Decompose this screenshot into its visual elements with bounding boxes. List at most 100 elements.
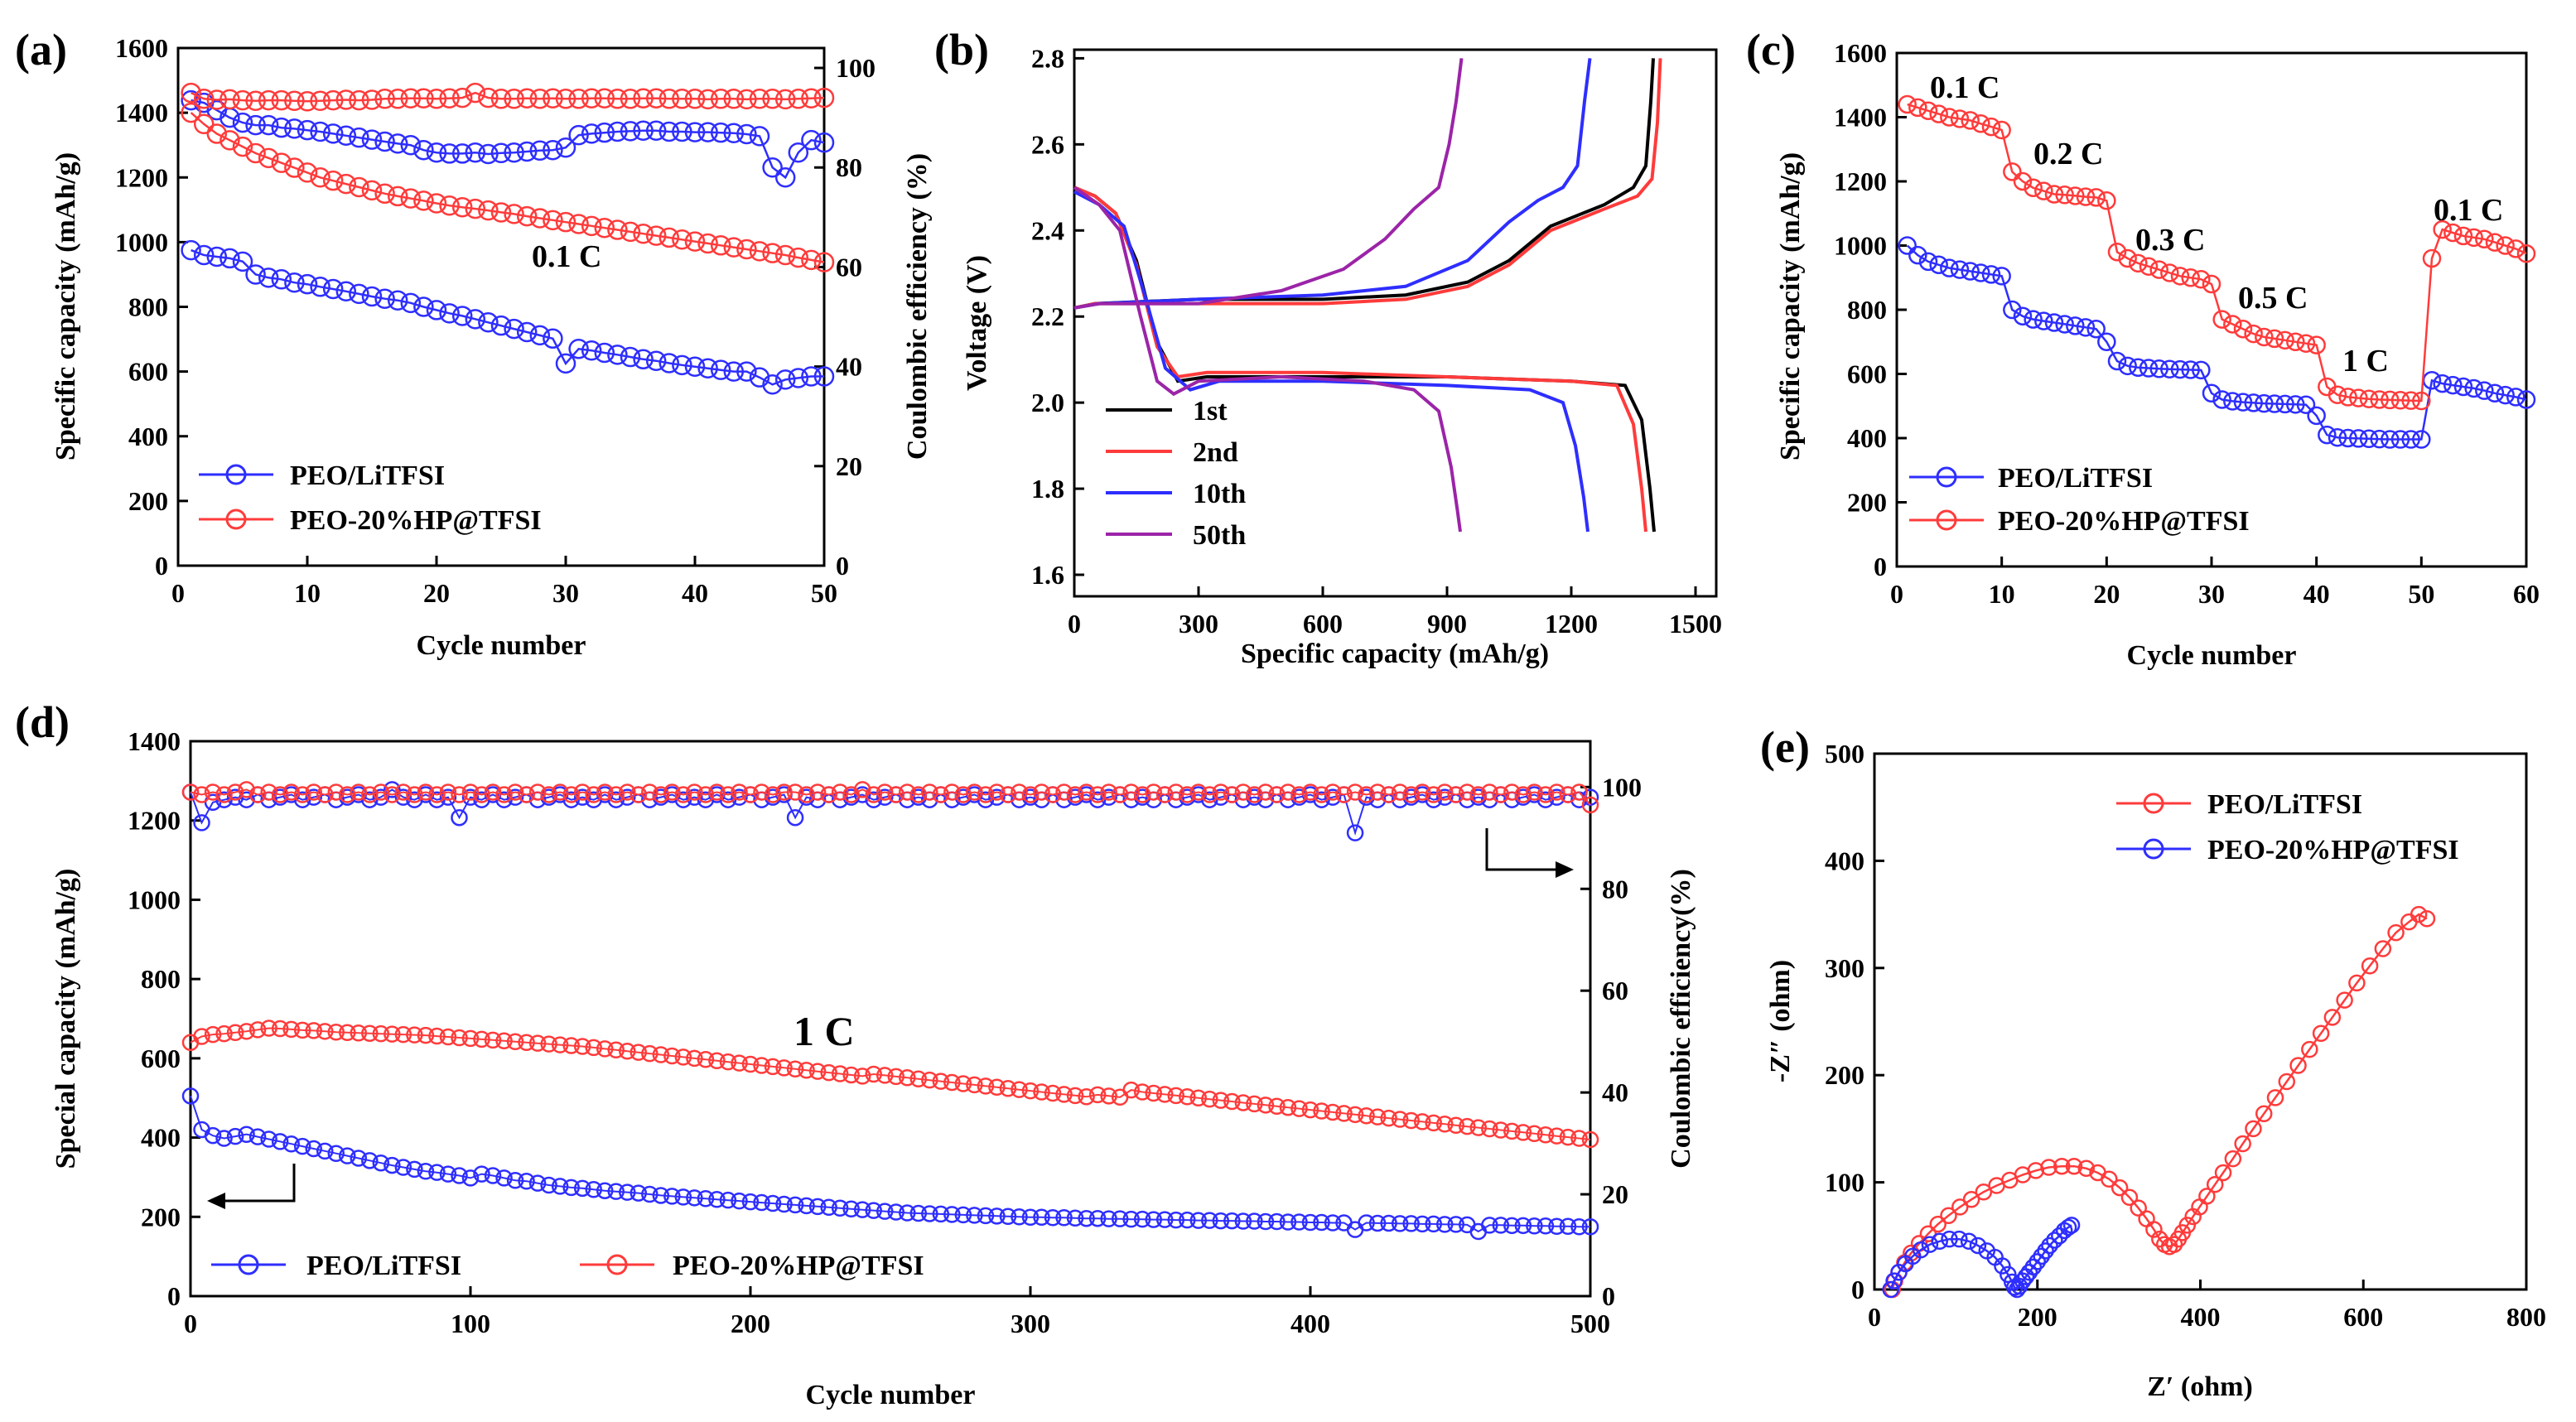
- panel-d-red-point: [1201, 1090, 1218, 1108]
- panel-d-red-point: [316, 1023, 334, 1040]
- panel-d-blue-point: [193, 814, 210, 832]
- y2-tick-label: 20: [836, 451, 862, 481]
- panel-c-red-point: [2381, 390, 2400, 410]
- panel-a-red-point: [335, 89, 357, 110]
- legend-marker-blue: [1936, 466, 1957, 488]
- panel-d-legend-item-2: PEO-20%HP@TFSI: [673, 1251, 924, 1281]
- panel-c-blue-point: [2223, 392, 2242, 411]
- y-tick-label: 800: [1847, 295, 1887, 325]
- panel-c-blue-point: [2485, 383, 2505, 402]
- panel-d-red-point: [719, 1053, 737, 1071]
- y-tick-label: 400: [1825, 846, 1864, 875]
- panel-e-legend: PEO/LiTFSI PEO-20%HP@TFSI: [2116, 789, 2459, 865]
- panel-d-blue-point: [406, 1160, 423, 1179]
- panel-d-red-point: [1301, 783, 1319, 801]
- panel-d-red-point: [1469, 1119, 1488, 1136]
- panel-d-red-point: [1044, 786, 1062, 803]
- y-tick-label: 1200: [115, 162, 168, 192]
- y-tick-label: 1200: [1834, 166, 1887, 196]
- panel-d-blue-point: [1313, 791, 1330, 808]
- panel-a-red-point: [736, 89, 757, 110]
- panel-d-legend-item-1: PEO/LiTFSI: [306, 1251, 461, 1281]
- panel-d-red-point: [248, 1021, 267, 1039]
- panel-a-red-point: [633, 223, 654, 244]
- panel-d-blue-point: [238, 1126, 255, 1143]
- panel-a-blue-point: [374, 288, 395, 309]
- panel-d-blue-point: [619, 1183, 636, 1201]
- panel-a-blue-point: [297, 119, 318, 141]
- panel-d-red-point: [1469, 786, 1488, 803]
- panel-b-frame: [1073, 48, 1718, 598]
- x-tick-label: 400: [2181, 1302, 2221, 1332]
- panel-d-red-point: [518, 1034, 535, 1051]
- panel-d-blue-point: [540, 1176, 557, 1194]
- panel-d-red-point: [1368, 783, 1387, 801]
- panel-d-red-point: [226, 783, 244, 801]
- panel-d-blue-point: [1234, 1212, 1252, 1230]
- panel-c-red-point: [1992, 120, 2011, 140]
- x-tick-label: 50: [2408, 579, 2434, 609]
- panel-a-red-point: [219, 89, 240, 110]
- panel-a-blue-point: [710, 359, 731, 380]
- panel-a-y2-title: Coulombic efficiency (%): [902, 153, 933, 460]
- panel-c-red-point: [2181, 268, 2200, 287]
- panel-a-red-point: [271, 89, 292, 111]
- x-tick-label: 400: [1290, 1309, 1330, 1338]
- panel-d-blue-point: [909, 1204, 928, 1222]
- panel-a-red-point: [788, 247, 809, 268]
- panel-e-red-point: [2110, 1179, 2129, 1197]
- panel-d-blue-point: [876, 788, 894, 806]
- panel-d-blue-point: [1425, 1215, 1442, 1233]
- panel-a-red-point: [206, 89, 228, 110]
- panel-e-label: (e): [1760, 722, 1810, 772]
- panel-d-blue-point: [260, 1130, 277, 1148]
- panel-d-blue-point: [1179, 1211, 1196, 1229]
- panel-c-blue-point: [2453, 377, 2473, 397]
- panel-d-red-point: [1290, 786, 1308, 803]
- panel-c-red-point: [2349, 388, 2368, 407]
- panel-a-red-point: [658, 89, 680, 109]
- panel-a-red-point: [413, 190, 434, 211]
- panel-c-x-title: Cycle number: [2127, 640, 2297, 671]
- panel-d-red-point: [339, 786, 356, 803]
- panel-d-red-point: [831, 1065, 849, 1082]
- x-tick-label: 50: [811, 578, 837, 608]
- panel-a-blue-point: [361, 286, 383, 307]
- panel-a-red-point: [736, 239, 757, 260]
- panel-d-blue-point: [215, 791, 233, 808]
- y-tick-label: 2.6: [1031, 129, 1064, 159]
- panel-d-red-point: [1536, 786, 1555, 803]
- panel-d-red-point: [1526, 783, 1543, 801]
- panel-d-blue-point: [731, 1192, 748, 1210]
- y2-tick-label: 0: [1602, 1281, 1615, 1311]
- panel-d-red-point: [1290, 1100, 1308, 1117]
- panel-c-red-point: [2506, 239, 2525, 258]
- panel-d-red-point: [361, 786, 379, 803]
- panel-d-red-point: [988, 1078, 1006, 1097]
- panel-c-red-point: [1961, 111, 1980, 130]
- panel-c-red-point: [2118, 248, 2137, 268]
- rate-label-3: 0.3 C: [2135, 223, 2205, 258]
- panel-a-blue-point: [465, 309, 486, 330]
- panel-d-red-point: [663, 1047, 681, 1065]
- panel-a-blue-point: [645, 120, 667, 142]
- panel-d-red-point: [630, 1044, 648, 1061]
- panel-d-red-point: [820, 1063, 837, 1082]
- panel-d-red-point: [1358, 1107, 1375, 1125]
- y-tick-label: 400: [141, 1123, 181, 1153]
- panel-d-red-point: [384, 1025, 401, 1043]
- panel-d-red-point: [943, 783, 961, 801]
- panel-d-red-point: [1514, 786, 1532, 803]
- panel-c-blue-point: [1981, 265, 2001, 284]
- panel-e-legend-item-1: PEO/LiTFSI: [2207, 789, 2362, 820]
- panel-c-red-point: [2453, 226, 2473, 246]
- y-tick-label: 200: [141, 1202, 181, 1232]
- panel-d-x-title: Cycle number: [806, 1380, 976, 1410]
- panel-d-blue-point: [820, 1198, 837, 1217]
- panel-d-blue-point: [1155, 1211, 1174, 1228]
- panel-a-red-point: [568, 214, 589, 234]
- panel-c-red-point: [2160, 263, 2179, 282]
- panel-a-blue-point: [284, 272, 305, 293]
- panel-d-red-point: [1481, 1120, 1498, 1138]
- panel-c-blue-point: [2097, 332, 2116, 351]
